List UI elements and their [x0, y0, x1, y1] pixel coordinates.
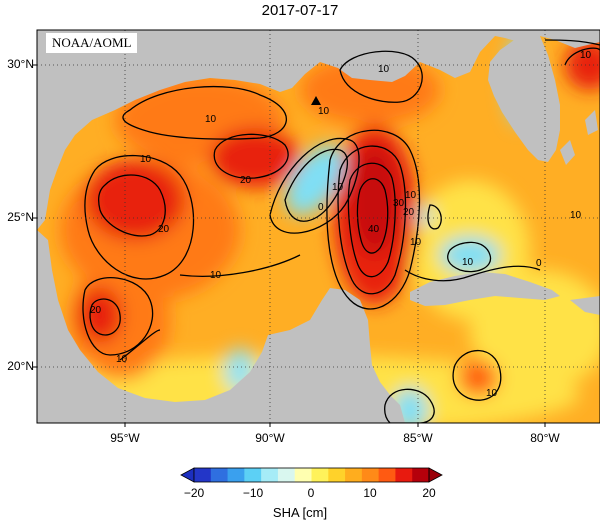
contour-10-west: [84, 154, 195, 280]
contour-10-loop: [326, 129, 421, 310]
contour-10-south: [452, 349, 502, 401]
colorbar-tick-label: 20: [422, 486, 436, 500]
sha-low-caribbean: [470, 270, 600, 390]
colorbar-swatch: [412, 468, 430, 482]
land-masses: [37, 30, 600, 423]
sha-core-ne: [565, 40, 600, 90]
colorbar-swatch: [227, 468, 245, 482]
contour-10-nw: [122, 86, 287, 140]
frame-ticks: [33, 64, 546, 427]
contour-0-florida: [544, 39, 600, 46]
contour-label: 40: [368, 224, 380, 235]
lat-label-25n: 25°N: [7, 210, 34, 224]
contour-label: 10: [210, 270, 222, 281]
map-title: 2017-07-17: [261, 2, 339, 19]
contour-40-loop: [356, 178, 389, 254]
colorbar-swatch: [328, 468, 346, 482]
contour-label: 20: [240, 175, 252, 186]
colorbar-swatch: [361, 468, 380, 482]
colorbar-swatch: [277, 468, 296, 482]
contour-20-west: [98, 174, 166, 237]
contour-label: 10: [116, 354, 128, 365]
colorbar-swatch: [378, 468, 396, 482]
contour-10-ne: [564, 47, 600, 66]
colorbar-swatch: [261, 468, 279, 482]
lat-label-30n: 30°N: [7, 57, 34, 71]
colorbar: [180, 467, 443, 483]
contour-10-eddy: [269, 137, 360, 234]
contour-10-east: [404, 265, 541, 282]
colorbar-swatch: [395, 468, 413, 482]
colorbar-swatch: [345, 468, 363, 482]
contour-10-sw-outer: [119, 329, 161, 361]
colorbar-swatch: [244, 468, 262, 482]
contour-label: 10: [410, 237, 422, 248]
sha-core-north: [210, 128, 300, 188]
contour-label: 10: [580, 50, 592, 61]
sha-core-loop-deep: [350, 145, 400, 255]
contour-label: 10: [570, 210, 582, 221]
contour-label: 20: [158, 224, 170, 235]
contour-0-west: [427, 204, 442, 230]
colorbar-swatch: [311, 468, 329, 482]
land-florida: [488, 36, 560, 162]
colorbar-outline: [193, 467, 430, 483]
colorbar-right-arrow: [428, 467, 443, 483]
contour-10-wc: [179, 254, 301, 277]
contour-labels: 10 10 10 20 10 20 10 20 10 0 10 20 30 40…: [90, 50, 592, 399]
colorbar-swatch: [210, 468, 229, 482]
colorbar-tick-label: −20: [183, 486, 205, 500]
colorbar-title: SHA [cm]: [272, 505, 328, 520]
contour-label: 10: [405, 190, 417, 201]
contour-label: 20: [90, 305, 102, 316]
colorbar-swatch: [194, 468, 212, 482]
lon-label-90w: 90°W: [255, 431, 285, 445]
land-usa: [37, 30, 600, 230]
graticule: [37, 30, 600, 423]
sha-core-south: [458, 360, 498, 396]
contour-label: 10: [140, 154, 152, 165]
land-bahamas: [560, 110, 598, 165]
lat-label-20n: 20°N: [7, 359, 34, 373]
land-hispaniola: [570, 296, 600, 315]
contour-30-loop: [347, 162, 396, 278]
lon-label-95w: 95°W: [110, 431, 140, 445]
contour-0-south: [384, 388, 435, 423]
contour-label: 10: [205, 114, 217, 125]
contour-label: 10: [332, 182, 344, 193]
contour-label: 30: [393, 198, 405, 209]
contour-lines: [82, 39, 600, 423]
colorbar-tick-label: −10: [242, 486, 264, 500]
contour-10-north: [339, 50, 423, 103]
contour-label: 10: [318, 106, 330, 117]
lon-label-80w: 80°W: [530, 431, 560, 445]
map-frame: [36, 29, 600, 424]
contour-label: 0: [318, 202, 324, 213]
contour-label: 10: [378, 64, 390, 75]
contour-label: 20: [403, 207, 415, 218]
colorbar-tick-label: 10: [363, 486, 377, 500]
lon-label-85w: 85°W: [403, 431, 433, 445]
colorbar-tick-label: 0: [307, 486, 315, 500]
contour-20-loop: [337, 145, 407, 295]
station-triangle-icon: [311, 96, 321, 105]
contour-10-sw: [82, 277, 154, 356]
colorbar-swatch: [294, 468, 312, 482]
credit-label: NOAA/AOML: [46, 33, 138, 53]
contour-0-eddy: [284, 148, 349, 222]
contour-0-east: [447, 241, 492, 273]
land-mexico: [37, 230, 405, 423]
contour-label: 10: [486, 388, 498, 399]
sha-core-west: [85, 160, 185, 240]
colorbar-swatches: [194, 468, 430, 482]
colorbar-left-arrow: [180, 467, 195, 483]
contour-20-sw: [89, 298, 121, 336]
contour-20-north: [213, 133, 289, 179]
contour-label: 0: [536, 258, 542, 269]
contour-label: 10: [462, 257, 474, 268]
